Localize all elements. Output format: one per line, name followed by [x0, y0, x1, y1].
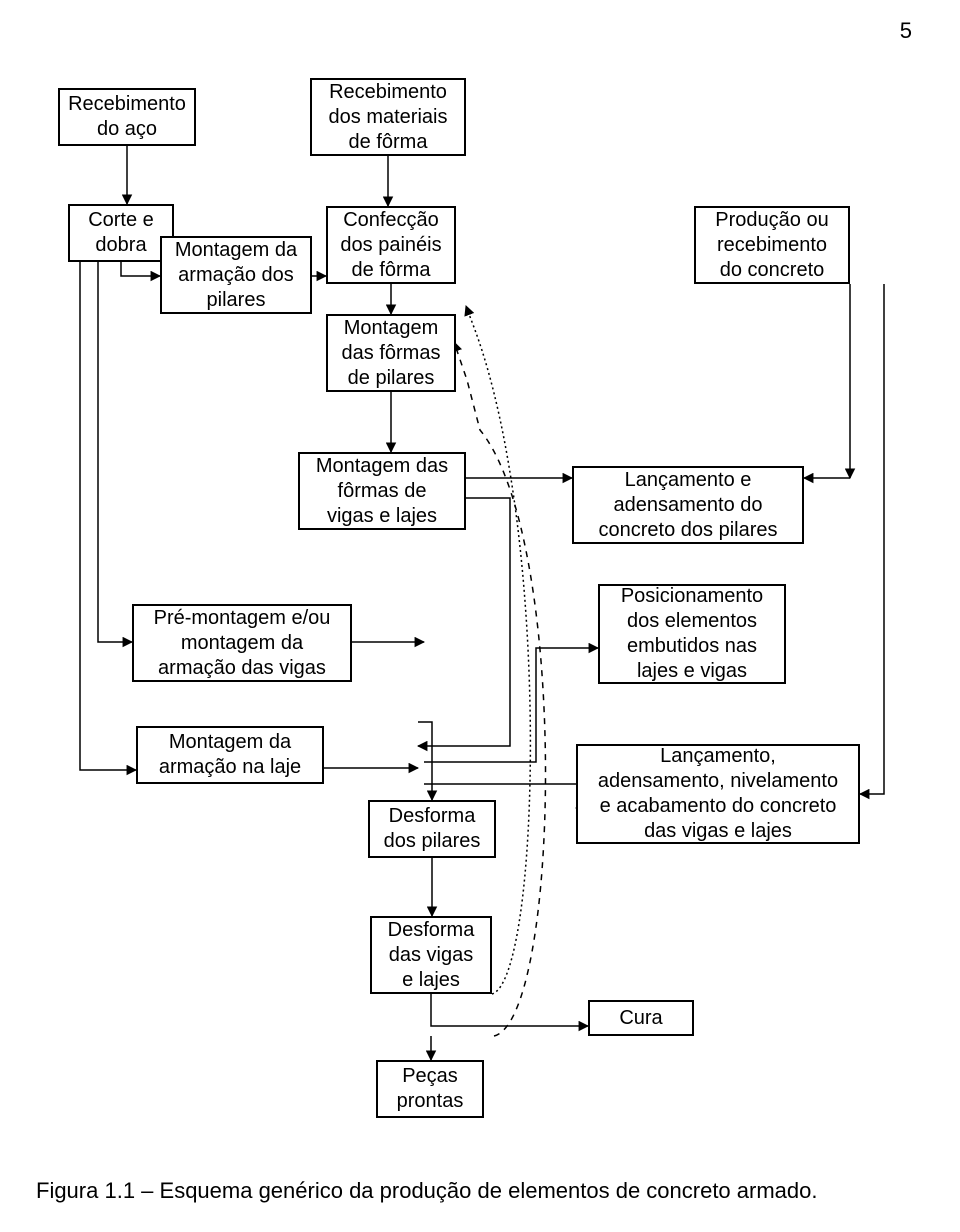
node-n11: Posicionamentodos elementosembutidos nas… [598, 584, 786, 684]
node-n6: Montagemdas fôrmasde pilares [326, 314, 456, 392]
node-n9: Lançamento eadensamento doconcreto dos p… [572, 466, 804, 544]
node-n15: Desformadas vigase lajes [370, 916, 492, 994]
node-n17: Peçasprontas [376, 1060, 484, 1118]
node-n2: Recebimentodos materiaisde fôrma [310, 78, 466, 156]
figure-caption: Figura 1.1 – Esquema genérico da produçã… [36, 1178, 817, 1204]
node-n10: Pré-montagem e/oumontagem daarmação das … [132, 604, 352, 682]
node-n7: Produção ourecebimentodo concreto [694, 206, 850, 284]
node-n14: Lançamento,adensamento, nivelamentoe aca… [576, 744, 860, 844]
node-n13: Desformados pilares [368, 800, 496, 858]
node-n5: Confecçãodos painéisde fôrma [326, 206, 456, 284]
node-n12: Montagem daarmação na laje [136, 726, 324, 784]
node-n8: Montagem dasfôrmas devigas e lajes [298, 452, 466, 530]
node-n16: Cura [588, 1000, 694, 1036]
node-n3: Corte edobra [68, 204, 174, 262]
node-n4: Montagem daarmação dospilares [160, 236, 312, 314]
node-n1: Recebimentodo aço [58, 88, 196, 146]
